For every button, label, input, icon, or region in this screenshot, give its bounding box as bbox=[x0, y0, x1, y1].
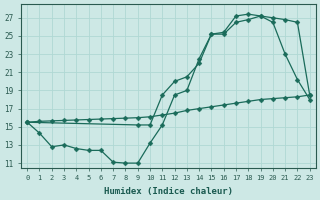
X-axis label: Humidex (Indice chaleur): Humidex (Indice chaleur) bbox=[104, 187, 233, 196]
